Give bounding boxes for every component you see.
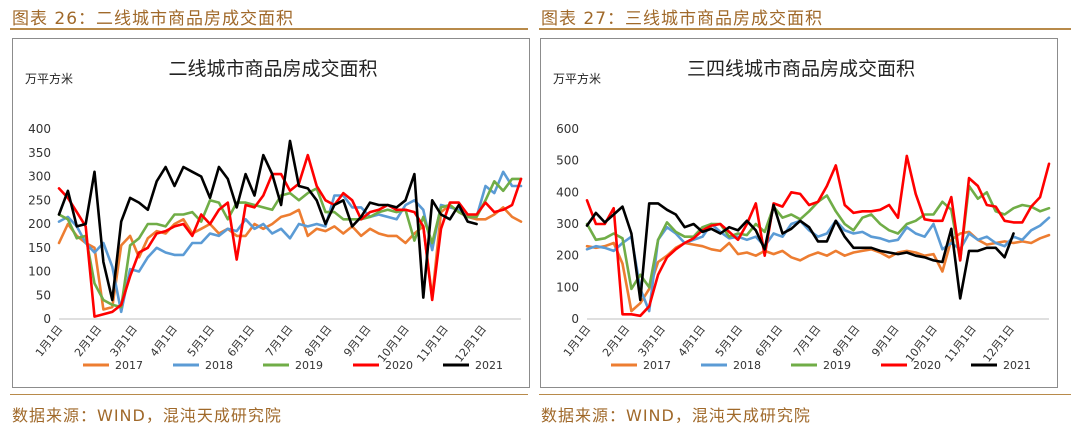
x-tick-label: 7月1日 bbox=[263, 323, 295, 359]
x-tick-label: 7月1日 bbox=[791, 323, 823, 359]
y-tick-label: 200 bbox=[28, 217, 51, 231]
series-line-2021 bbox=[585, 202, 1015, 302]
legend-label: 2019 bbox=[823, 359, 851, 372]
figure-title: 图表 27：三线城市商品房成交面积 bbox=[541, 9, 824, 29]
x-tick-label: 2月1日 bbox=[600, 323, 632, 359]
chart-title: 二线城市商品房成交面积 bbox=[168, 58, 377, 80]
series-line-2020 bbox=[585, 154, 1051, 318]
legend-label: 2018 bbox=[733, 359, 761, 372]
chart-panel-tier3: 三四线城市商品房成交面积 万平方米 0 100 200 300 400 500 600 1月1日 2… bbox=[540, 38, 1058, 388]
y-tick-label: 300 bbox=[556, 217, 579, 231]
legend-label: 2021 bbox=[1003, 359, 1031, 372]
source-note: 数据来源：WIND，混沌天成研究院 bbox=[12, 406, 282, 425]
x-tick-label: 3月1日 bbox=[108, 323, 140, 359]
x-tick-label: 3月1日 bbox=[636, 323, 668, 359]
series-line-2017 bbox=[57, 203, 523, 311]
legend-label: 2017 bbox=[115, 359, 143, 372]
legend-label: 2020 bbox=[385, 359, 413, 372]
y-tick-label: 350 bbox=[28, 146, 51, 160]
legend-label: 2019 bbox=[295, 359, 323, 372]
chart-panel-tier2: 二线城市商品房成交面积万平方米 0 50 100 150 200 250 300 350 400 1… bbox=[12, 38, 530, 388]
title-divider bbox=[539, 28, 1071, 30]
legend-label: 2020 bbox=[913, 359, 941, 372]
series-line-2018 bbox=[585, 216, 1051, 313]
legend-label: 2018 bbox=[205, 359, 233, 372]
series-line-2019 bbox=[57, 177, 523, 309]
series-line-2020 bbox=[57, 153, 523, 318]
series-line-2021 bbox=[57, 139, 478, 302]
x-tick-label: 1月1日 bbox=[33, 323, 65, 359]
source-divider bbox=[539, 394, 1071, 395]
x-tick-label: 1月1日 bbox=[561, 323, 593, 359]
y-tick-label: 250 bbox=[28, 193, 51, 207]
x-tick-label: 2月1日 bbox=[72, 323, 104, 359]
y-tick-label: 400 bbox=[556, 185, 579, 199]
x-tick-label: 11月1日 bbox=[942, 323, 979, 365]
x-tick-label: 11月1日 bbox=[414, 323, 451, 365]
y-tick-label: 50 bbox=[36, 288, 51, 302]
x-tick-label: 4月1日 bbox=[148, 323, 180, 359]
x-tick-label: 9月1日 bbox=[341, 323, 373, 359]
title-divider bbox=[10, 28, 528, 30]
x-tick-label: 6月1日 bbox=[225, 323, 257, 359]
y-tick-label: 100 bbox=[556, 280, 579, 294]
figure-title: 图表 26：二线城市商品房成交面积 bbox=[12, 9, 295, 29]
legend-label: 2017 bbox=[643, 359, 671, 372]
source-divider bbox=[10, 394, 528, 395]
y-tick-label: 400 bbox=[28, 122, 51, 136]
x-tick-label: 5月1日 bbox=[713, 323, 745, 359]
source-note: 数据来源：WIND，混沌天成研究院 bbox=[541, 406, 811, 425]
y-tick-label: 150 bbox=[28, 241, 51, 255]
y-tick-label: 0 bbox=[43, 312, 51, 326]
x-tick-label: 8月1日 bbox=[830, 323, 862, 359]
y-tick-label: 100 bbox=[28, 265, 51, 279]
y-tick-label: 300 bbox=[28, 170, 51, 184]
chart-title: 三四线城市商品房成交面积 bbox=[687, 58, 915, 80]
y-tick-label: 0 bbox=[571, 312, 579, 326]
x-tick-label: 9月1日 bbox=[869, 323, 901, 359]
x-tick-label: 5月1日 bbox=[185, 323, 217, 359]
y-tick-label: 200 bbox=[556, 249, 579, 263]
x-tick-label: 4月1日 bbox=[676, 323, 708, 359]
y-tick-label: 500 bbox=[556, 154, 579, 168]
y-axis-unit: 万平方米 bbox=[553, 71, 601, 86]
legend-label: 2021 bbox=[475, 359, 503, 372]
x-tick-label: 6月1日 bbox=[753, 323, 785, 359]
y-tick-label: 600 bbox=[556, 122, 579, 136]
x-tick-label: 8月1日 bbox=[302, 323, 334, 359]
y-axis-unit: 万平方米 bbox=[25, 71, 73, 86]
